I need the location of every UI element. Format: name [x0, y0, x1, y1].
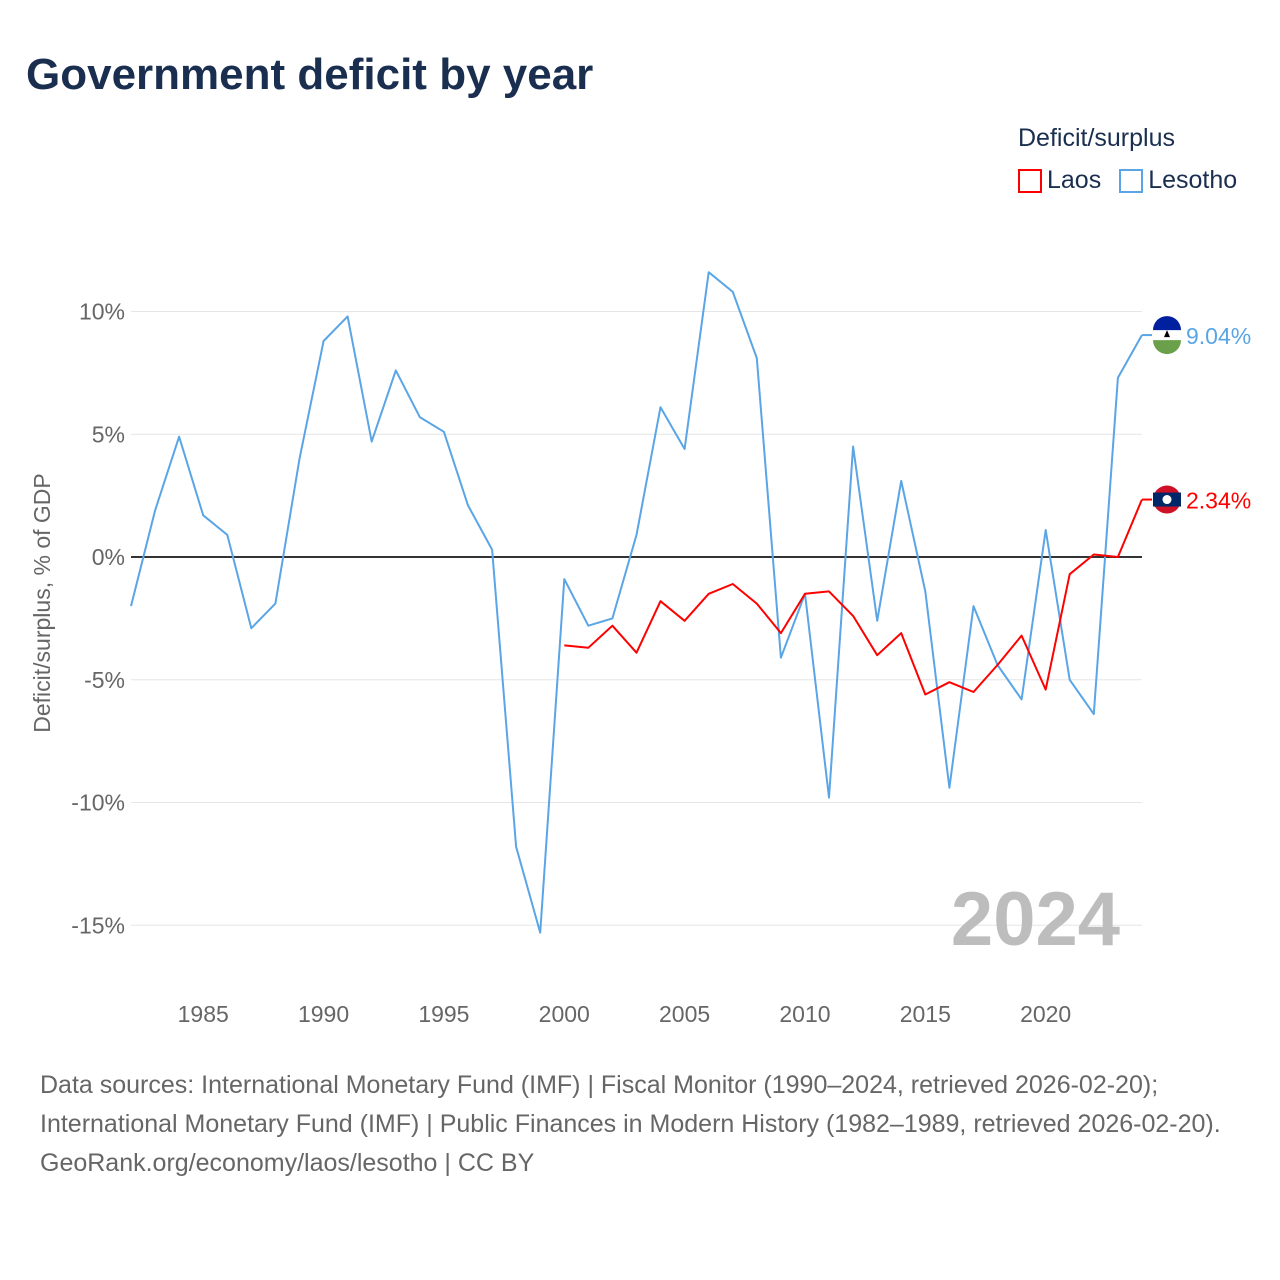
legend-label: Laos [1047, 166, 1102, 194]
legend-swatch-laos [1018, 168, 1042, 193]
flag-stripe [1153, 316, 1181, 331]
series-line-lesotho [130, 271, 1143, 934]
y-tick-label: 5% [92, 421, 125, 447]
y-tick-label: 0% [92, 544, 125, 570]
x-tick-label: 2020 [1020, 1001, 1071, 1027]
y-tick-label: -15% [71, 912, 125, 938]
x-tick-label: 1990 [298, 1001, 349, 1027]
x-tick-label: 1985 [178, 1001, 229, 1027]
x-tick-label: 2005 [659, 1001, 710, 1027]
legend-label: Lesotho [1148, 166, 1238, 194]
end-value-label: 9.04% [1186, 323, 1251, 349]
y-tick-label: -5% [84, 667, 125, 693]
x-tick-label: 2000 [539, 1001, 590, 1027]
data-sources: Data sources: International Monetary Fun… [40, 1071, 1221, 1138]
flag-disc [1162, 495, 1172, 505]
line-chart: 10% 5% 0% -5% -10% -15% 1985 1990 1995 2000 2005 20… [29, 271, 1251, 1027]
legend-item-lesotho[interactable]: Lesotho [1119, 166, 1237, 195]
legend: Laos Lesotho [1018, 166, 1237, 195]
footer: Data sources: International Monetary Fun… [40, 1066, 1240, 1183]
series-line-laos [564, 499, 1143, 696]
end-value-label: 2.34% [1186, 488, 1251, 514]
year-watermark: 2024 [951, 877, 1120, 962]
x-tick-label: 2015 [900, 1001, 951, 1027]
legend-swatch-lesotho [1119, 168, 1144, 193]
x-tick-label: 2010 [779, 1001, 830, 1027]
legend-item-laos[interactable]: Laos [1018, 166, 1101, 195]
y-tick-label: 10% [79, 299, 125, 325]
x-tick-label: 1995 [418, 1001, 469, 1027]
flag-stripe [1153, 340, 1181, 355]
credit-link[interactable]: GeoRank.org/economy/laos/lesotho | CC BY [40, 1149, 535, 1177]
y-axis-label: Deficit/surplus, % of GDP [29, 473, 55, 732]
flag-hat [1164, 330, 1170, 338]
page-title: Government deficit by year [26, 50, 594, 99]
y-tick-label: -10% [71, 790, 125, 816]
legend-title: Deficit/surplus [1018, 124, 1175, 152]
